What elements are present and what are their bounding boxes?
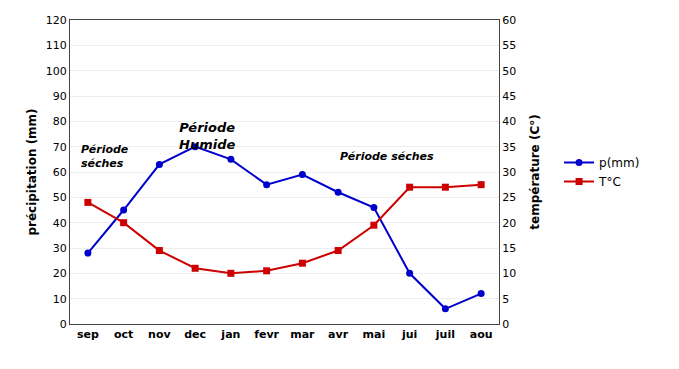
svg-text:10: 10: [53, 293, 67, 306]
svg-text:25: 25: [502, 191, 516, 204]
svg-text:fevr: fevr: [254, 328, 279, 341]
svg-text:15: 15: [502, 242, 516, 255]
svg-text:Périodeséches: Périodeséches: [81, 143, 129, 170]
svg-text:20: 20: [502, 217, 516, 230]
svg-text:mai: mai: [363, 328, 386, 341]
svg-text:0: 0: [60, 318, 67, 331]
svg-text:aou: aou: [470, 328, 493, 341]
svg-text:70: 70: [53, 141, 67, 154]
svg-text:T°C: T°C: [598, 175, 621, 189]
svg-text:avr: avr: [328, 328, 349, 341]
svg-text:dec: dec: [184, 328, 206, 341]
svg-text:50: 50: [502, 65, 516, 78]
svg-text:100: 100: [46, 65, 67, 78]
svg-text:PériodeHumide: PériodeHumide: [179, 120, 235, 152]
svg-text:40: 40: [502, 115, 516, 128]
svg-text:20: 20: [53, 267, 67, 280]
svg-text:10: 10: [502, 267, 516, 280]
svg-text:précipitation (mm): précipitation (mm): [25, 108, 39, 235]
svg-text:50: 50: [53, 191, 67, 204]
svg-text:55: 55: [502, 39, 516, 52]
svg-text:60: 60: [502, 14, 516, 27]
svg-text:35: 35: [502, 141, 516, 154]
svg-text:p(mm): p(mm): [599, 156, 639, 170]
svg-text:jan: jan: [220, 328, 240, 341]
svg-text:jui: jui: [401, 328, 417, 341]
svg-text:Période séches: Période séches: [340, 150, 434, 163]
svg-text:mar: mar: [290, 328, 315, 341]
svg-text:température (C°): température (C°): [528, 114, 542, 229]
svg-text:5: 5: [502, 293, 509, 306]
svg-text:30: 30: [502, 166, 516, 179]
svg-text:110: 110: [46, 39, 67, 52]
svg-text:60: 60: [53, 166, 67, 179]
svg-text:juil: juil: [435, 328, 455, 341]
svg-text:80: 80: [53, 115, 67, 128]
svg-text:0: 0: [502, 318, 509, 331]
svg-text:sep: sep: [77, 328, 99, 341]
svg-text:90: 90: [53, 90, 67, 103]
svg-text:oct: oct: [114, 328, 133, 341]
svg-text:120: 120: [46, 14, 67, 27]
svg-text:30: 30: [53, 242, 67, 255]
svg-text:40: 40: [53, 217, 67, 230]
svg-text:45: 45: [502, 90, 516, 103]
svg-text:nov: nov: [148, 328, 171, 341]
